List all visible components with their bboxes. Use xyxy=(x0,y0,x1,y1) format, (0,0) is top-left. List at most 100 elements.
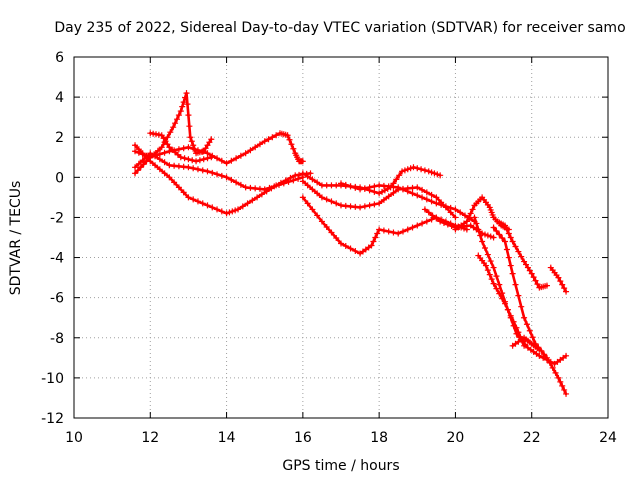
data-point-marker xyxy=(393,176,400,183)
data-point-marker xyxy=(380,196,387,203)
data-point-marker xyxy=(266,184,273,191)
data-point-marker xyxy=(523,321,530,328)
data-point-marker xyxy=(139,150,146,157)
data-point-marker xyxy=(338,240,344,247)
series-arc-12 xyxy=(475,252,528,349)
data-point-marker xyxy=(361,185,368,192)
data-point-marker xyxy=(433,200,440,207)
data-point-marker xyxy=(135,160,142,167)
data-point-marker xyxy=(223,174,230,181)
data-point-marker xyxy=(180,99,187,106)
data-point-marker xyxy=(314,212,321,219)
data-point-marker xyxy=(288,141,295,148)
data-point-marker xyxy=(228,176,235,183)
x-tick-label: 16 xyxy=(294,430,312,446)
data-point-marker xyxy=(371,201,378,208)
data-point-marker xyxy=(409,224,416,231)
data-point-marker xyxy=(299,178,306,185)
data-point-marker xyxy=(536,346,543,353)
data-point-marker xyxy=(366,202,373,209)
data-point-marker xyxy=(285,178,292,185)
data-point-marker xyxy=(484,267,491,274)
data-point-marker xyxy=(440,219,447,226)
data-point-marker xyxy=(328,198,335,205)
data-point-marker xyxy=(218,157,225,164)
data-point-marker xyxy=(194,147,201,154)
data-point-marker xyxy=(428,191,435,198)
data-point-marker xyxy=(328,229,335,236)
data-point-marker xyxy=(164,141,171,148)
x-axis: 10 12 14 16 18 20 22 24 xyxy=(65,57,617,446)
data-point-marker xyxy=(490,224,497,231)
data-point-marker xyxy=(502,300,509,307)
data-point-marker xyxy=(526,267,533,274)
data-point-marker xyxy=(488,276,495,283)
data-point-marker xyxy=(318,218,325,225)
data-point-marker xyxy=(265,136,272,143)
data-point-marker xyxy=(399,168,406,175)
data-point-marker xyxy=(418,166,425,173)
data-point-marker xyxy=(490,234,497,241)
data-point-marker xyxy=(502,222,509,229)
data-point-marker xyxy=(518,253,525,260)
data-point-marker xyxy=(154,147,161,154)
y-tick-label: 2 xyxy=(55,130,64,146)
data-point-marker xyxy=(428,169,435,176)
data-point-marker xyxy=(237,152,244,159)
data-point-marker xyxy=(152,162,159,169)
data-point-marker xyxy=(167,129,174,136)
data-point-marker xyxy=(161,159,168,166)
data-point-marker xyxy=(493,273,500,280)
data-point-marker xyxy=(182,94,189,101)
data-point-marker xyxy=(385,228,392,235)
data-point-marker xyxy=(421,167,428,174)
data-point-marker xyxy=(513,324,520,331)
series-arc-17 xyxy=(421,206,497,241)
data-point-marker xyxy=(421,206,428,213)
data-point-marker xyxy=(428,216,435,223)
x-tick-label: 20 xyxy=(447,430,465,446)
data-point-marker xyxy=(299,170,306,177)
data-point-marker xyxy=(563,352,570,359)
data-point-marker xyxy=(232,207,239,214)
data-point-marker xyxy=(156,156,163,163)
data-point-marker xyxy=(164,134,171,141)
data-point-marker xyxy=(530,274,537,281)
x-tick-label: 22 xyxy=(523,430,541,446)
data-point-marker xyxy=(404,188,411,195)
data-point-marker xyxy=(284,132,291,139)
data-point-marker xyxy=(515,292,522,299)
data-point-marker xyxy=(132,170,139,177)
data-point-marker xyxy=(276,181,283,188)
y-tick-label: -4 xyxy=(50,251,64,267)
data-point-marker xyxy=(515,329,522,336)
data-point-marker xyxy=(202,145,209,152)
series-arc-4 xyxy=(132,150,306,193)
data-point-marker xyxy=(333,200,340,207)
series-arc-9 xyxy=(338,180,478,225)
data-point-marker xyxy=(237,181,244,188)
data-point-marker xyxy=(490,280,497,287)
data-point-marker xyxy=(214,206,221,213)
data-point-marker xyxy=(499,295,506,302)
data-point-marker xyxy=(204,150,211,157)
data-point-marker xyxy=(510,318,517,325)
data-point-marker xyxy=(156,166,163,173)
data-point-marker xyxy=(226,209,233,216)
data-point-marker xyxy=(536,352,543,359)
data-point-marker xyxy=(404,226,411,233)
data-point-marker xyxy=(503,246,510,253)
data-point-marker xyxy=(407,165,414,172)
data-point-marker xyxy=(352,248,359,255)
data-point-marker xyxy=(515,248,522,255)
y-tick-label: -8 xyxy=(50,331,64,347)
data-point-marker xyxy=(499,235,506,242)
data-point-marker xyxy=(423,196,430,203)
data-point-marker xyxy=(526,327,533,334)
data-point-marker xyxy=(295,175,302,182)
data-point-marker xyxy=(410,164,417,171)
data-point-marker xyxy=(208,136,215,143)
data-point-marker xyxy=(395,230,402,237)
data-point-marker xyxy=(209,204,216,211)
data-point-marker xyxy=(461,212,468,219)
